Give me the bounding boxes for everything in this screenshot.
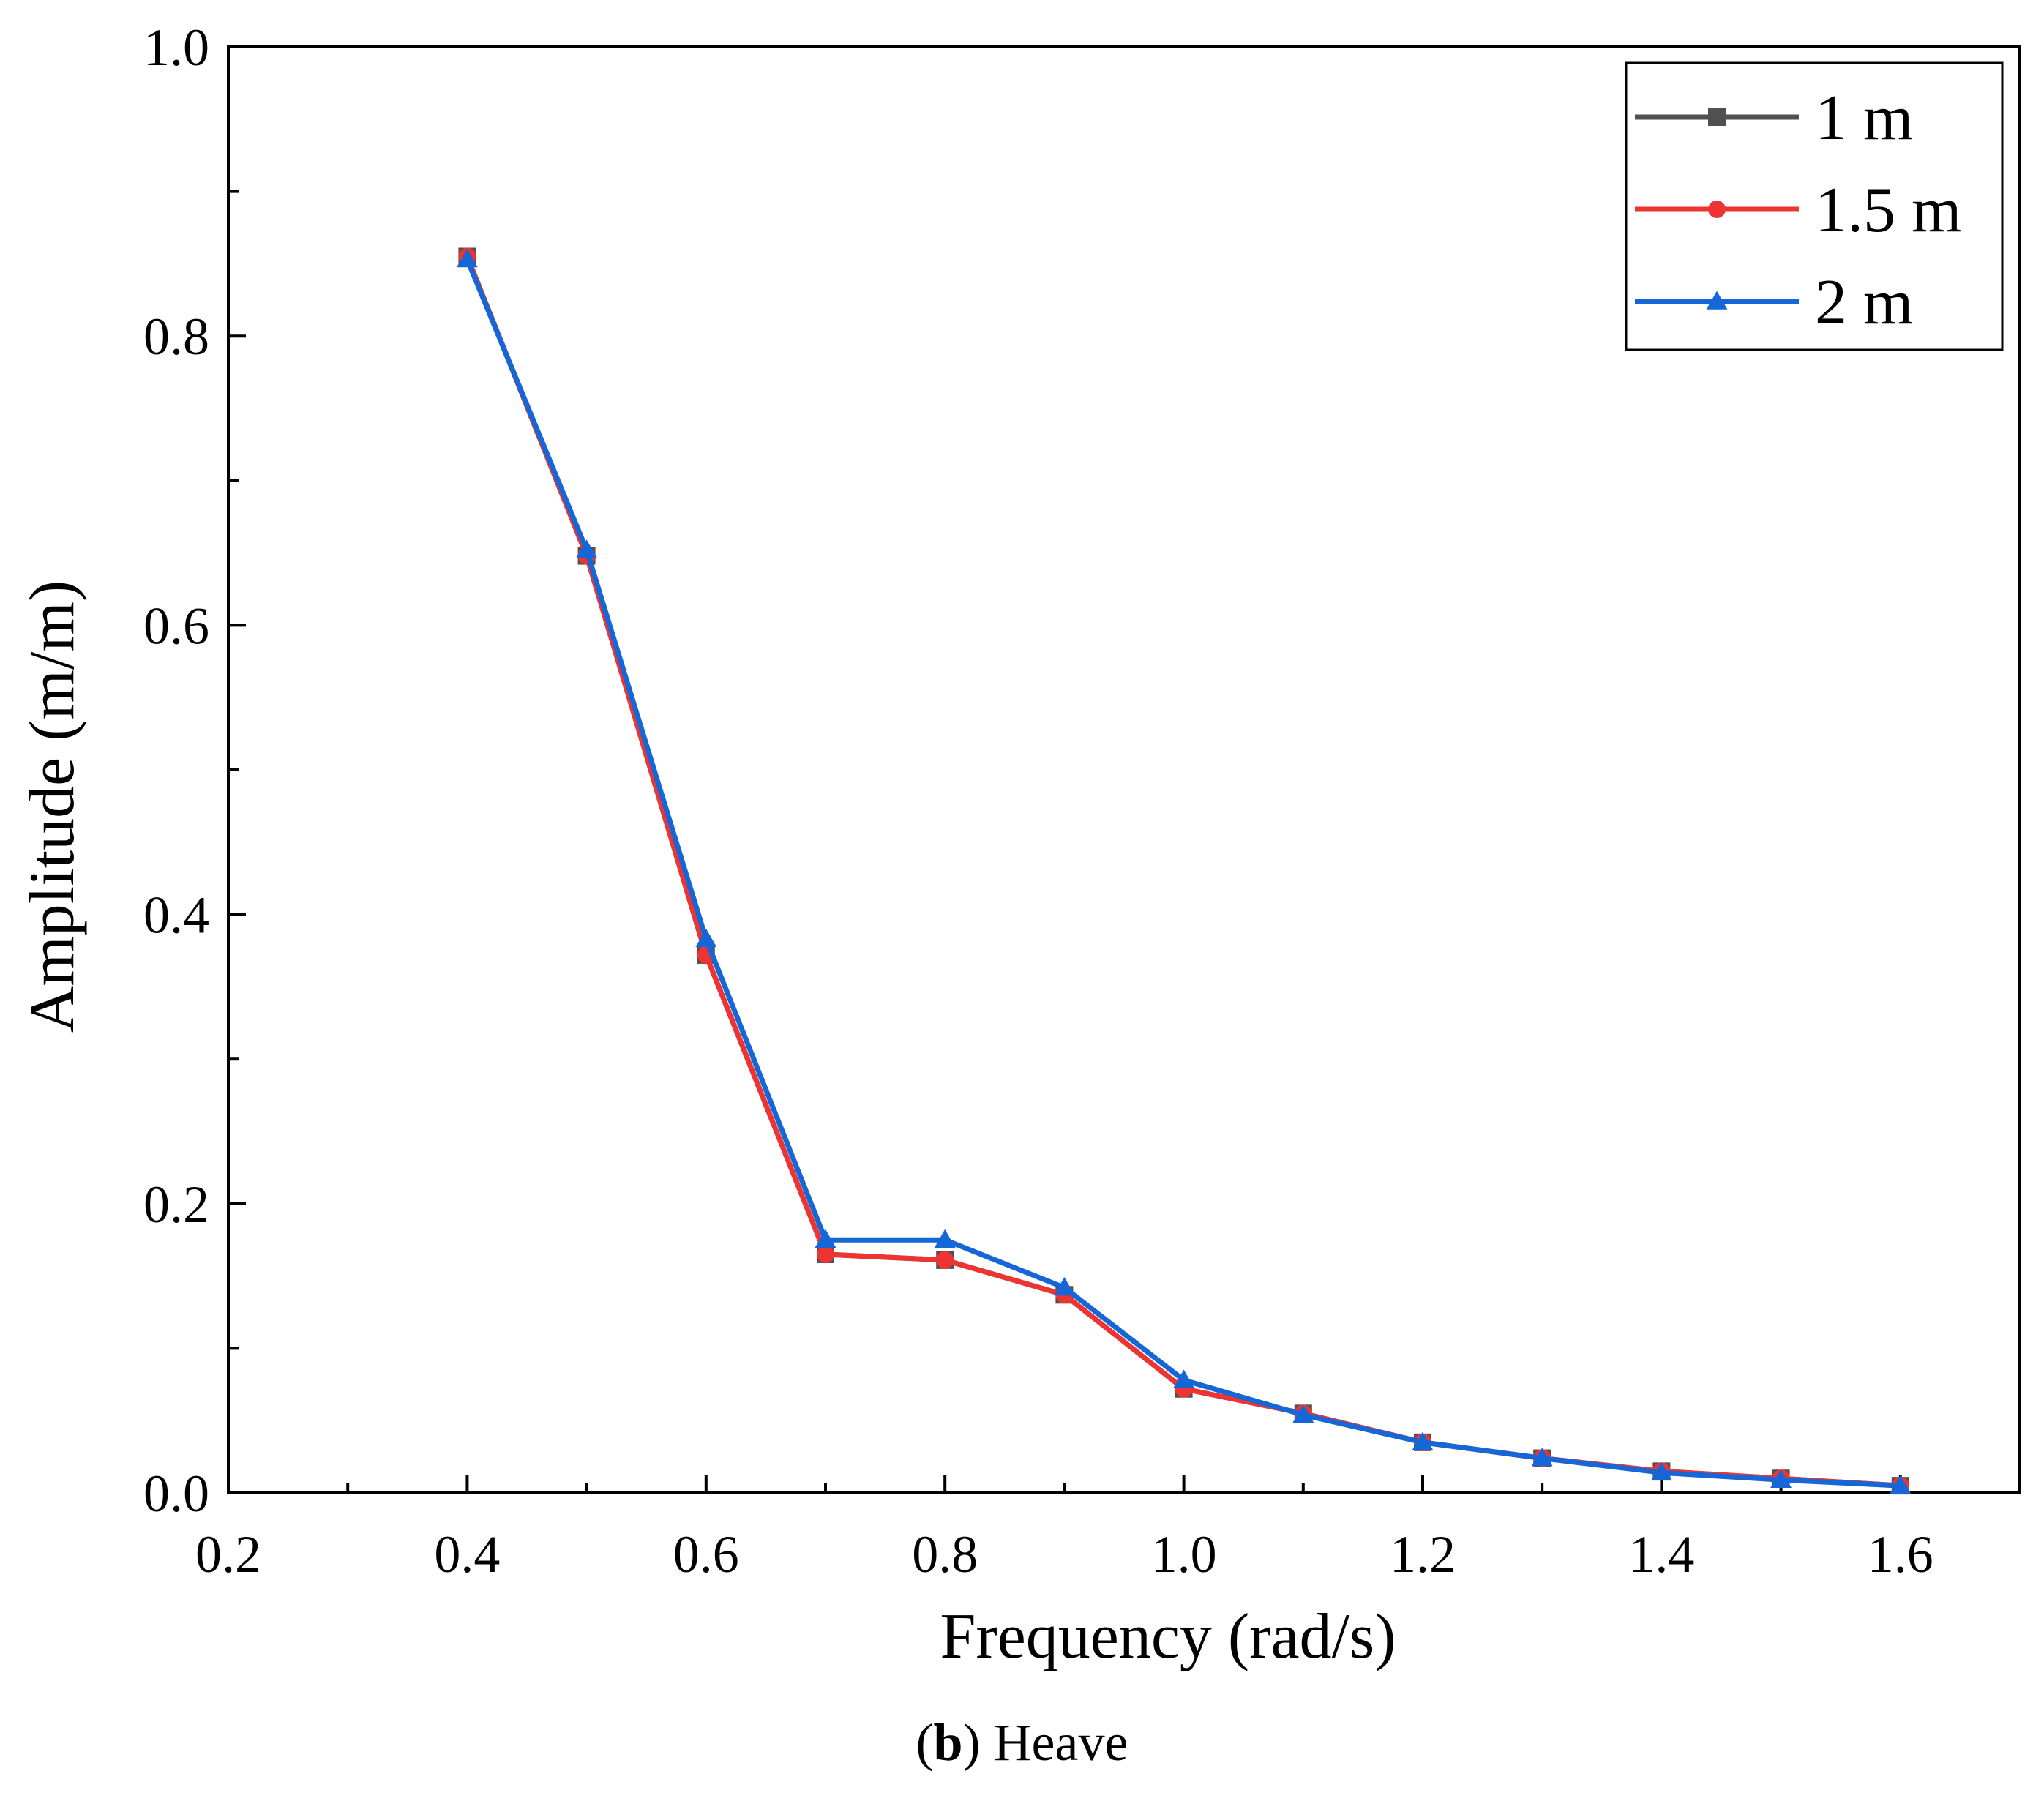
data-point-circle <box>936 1251 954 1269</box>
y-tick-label: 0.0 <box>143 1464 209 1523</box>
data-point-triangle <box>1651 1461 1672 1481</box>
y-axis-label: Amplitude (m/m) <box>17 580 88 1033</box>
x-tick-label: 0.8 <box>912 1525 978 1584</box>
x-tick-label: 0.2 <box>195 1525 261 1584</box>
data-point-triangle <box>1054 1277 1075 1296</box>
data-point-triangle <box>1412 1431 1434 1450</box>
figure-caption: (b) Heave <box>916 1713 1128 1772</box>
data-point-triangle <box>695 928 717 947</box>
x-tick-label: 1.4 <box>1628 1525 1694 1584</box>
x-axis-label: Frequency (rad/s) <box>940 1601 1396 1672</box>
x-tick-label: 1.6 <box>1868 1525 1933 1584</box>
data-point-triangle <box>457 249 478 268</box>
data-point-triangle <box>1706 291 1728 310</box>
data-point-triangle <box>934 1229 956 1248</box>
data-point-triangle <box>1770 1469 1792 1489</box>
series-1-m <box>458 247 1909 1495</box>
series-line <box>465 255 1901 1489</box>
y-tick-label: 0.8 <box>143 307 209 366</box>
data-point-triangle <box>815 1229 836 1248</box>
x-tick-label: 1.0 <box>1151 1525 1217 1584</box>
legend-label: 2 m <box>1815 267 1913 338</box>
legend-label: 1 m <box>1815 83 1913 154</box>
x-tick-label: 0.4 <box>434 1525 500 1584</box>
y-tick-label: 0.6 <box>143 596 209 655</box>
data-point-triangle <box>1890 1475 1912 1494</box>
data-point-triangle <box>1173 1369 1194 1388</box>
data-point-square <box>1708 108 1726 126</box>
y-tick-label: 0.4 <box>143 886 209 945</box>
legend-label: 1.5 m <box>1815 175 1961 246</box>
data-point-triangle <box>1292 1404 1314 1423</box>
series-2-m <box>457 249 1912 1494</box>
series-1-5-m <box>458 247 1909 1495</box>
y-tick-label: 1.0 <box>143 18 209 77</box>
data-point-triangle <box>576 539 597 558</box>
y-tick-label: 0.2 <box>143 1175 209 1234</box>
data-point-circle <box>817 1245 834 1263</box>
x-tick-label: 0.6 <box>673 1525 739 1584</box>
caption-text: Heave <box>993 1713 1128 1772</box>
x-tick-label: 1.2 <box>1390 1525 1456 1584</box>
data-point-circle <box>1708 201 1726 218</box>
caption-label: b <box>933 1713 963 1772</box>
data-point-triangle <box>1531 1448 1553 1467</box>
